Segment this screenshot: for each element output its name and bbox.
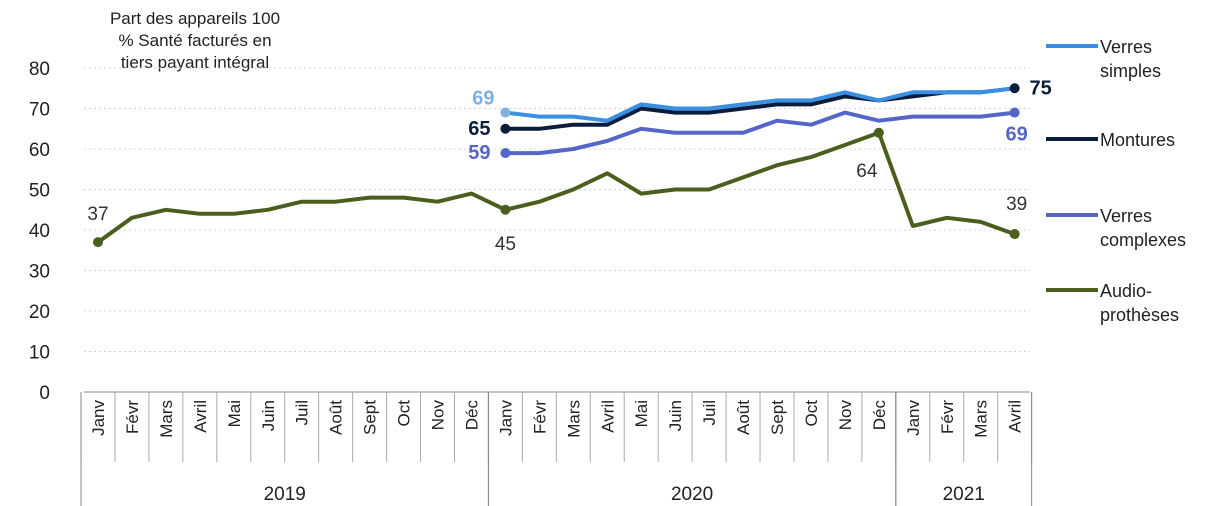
y-axis-title: Part des appareils 100 % Santé facturés … — [70, 8, 320, 74]
x-tick-label: Mars — [564, 400, 583, 438]
x-tick-label: Juin — [259, 400, 278, 431]
x-tick-label: Déc — [462, 400, 481, 431]
y-tick-label: 20 — [29, 302, 50, 323]
year-label: 2019 — [264, 484, 306, 505]
x-tick-label: Août — [734, 400, 753, 435]
data-label: 64 — [856, 161, 878, 182]
x-tick-label: Sept — [768, 400, 787, 435]
x-tick-label: Juin — [666, 400, 685, 431]
y-tick-label: 40 — [29, 221, 50, 242]
y-tick-label: 80 — [29, 59, 50, 80]
data-label: 65 — [468, 118, 490, 140]
x-tick-label: Nov — [836, 400, 855, 431]
series-line-montures — [503, 86, 1017, 131]
data-point-marker — [1009, 107, 1020, 118]
legend-label: Verres — [1100, 37, 1152, 57]
data-point-marker — [500, 204, 511, 215]
legend-label: complexes — [1100, 230, 1186, 250]
y-tick-label: 10 — [29, 343, 50, 364]
data-point-marker — [873, 127, 884, 138]
data-point-marker — [1009, 83, 1020, 94]
y-tick-label: 50 — [29, 181, 50, 202]
data-label: 69 — [472, 88, 494, 110]
x-tick-label: Avril — [1006, 400, 1025, 433]
y-tick-label: 60 — [29, 140, 50, 161]
x-tick-label: Mars — [157, 400, 176, 438]
data-point-marker — [1009, 229, 1020, 240]
x-tick-label: Févr — [123, 400, 142, 434]
x-tick-label: Juil — [700, 400, 719, 426]
legend-label: Verres — [1100, 206, 1152, 226]
x-tick-label: Janv — [496, 400, 515, 436]
x-tick-label: Avril — [191, 400, 210, 433]
x-tick-label: Oct — [395, 400, 414, 427]
x-tick-label: Mars — [972, 400, 991, 438]
year-label: 2021 — [943, 484, 985, 505]
series-line-verres-simples — [503, 86, 1017, 123]
x-tick-label: Avril — [598, 400, 617, 433]
data-point-marker — [93, 237, 103, 248]
x-tick-label: Janv — [89, 400, 108, 436]
data-label: 45 — [495, 234, 516, 255]
y-axis-title-line-1: Part des appareils 100 — [109, 9, 281, 28]
y-axis-title-line-3: tiers payant intégral — [120, 53, 270, 72]
y-tick-label: 0 — [39, 383, 50, 404]
data-point-marker — [500, 148, 511, 159]
series-line-audio-proth-ses — [96, 130, 1017, 245]
x-tick-label: Mai — [632, 400, 651, 427]
data-label: 37 — [87, 204, 108, 225]
x-tick-label: Févr — [938, 400, 957, 434]
x-tick-label: Févr — [530, 400, 549, 434]
legend-label: prothèses — [1100, 305, 1179, 325]
x-tick-label: Oct — [802, 400, 821, 427]
data-point-marker — [500, 123, 511, 134]
x-tick-label: Mai — [225, 400, 244, 427]
y-tick-label: 70 — [29, 100, 50, 121]
legend-label: Montures — [1100, 130, 1175, 150]
x-tick-label: Nov — [429, 400, 448, 431]
year-label: 2020 — [671, 484, 713, 505]
y-tick-label: 30 — [29, 262, 50, 283]
data-point-marker — [500, 107, 511, 118]
x-tick-label: Janv — [904, 400, 923, 436]
data-label: 59 — [468, 142, 490, 164]
legend-label: Audio- — [1100, 281, 1152, 301]
x-tick-label: Sept — [361, 400, 380, 435]
x-tick-label: Juil — [293, 400, 312, 426]
x-tick-label: Août — [327, 400, 346, 435]
data-label: 69 — [1006, 124, 1028, 146]
data-label: 39 — [1006, 194, 1027, 215]
series-line-verres-complexes — [503, 110, 1017, 156]
data-label: 75 — [1030, 77, 1052, 99]
legend-label: simples — [1100, 61, 1161, 81]
x-tick-label: Déc — [870, 400, 889, 431]
y-axis-title-line-2: % Santé facturés en — [118, 31, 272, 50]
